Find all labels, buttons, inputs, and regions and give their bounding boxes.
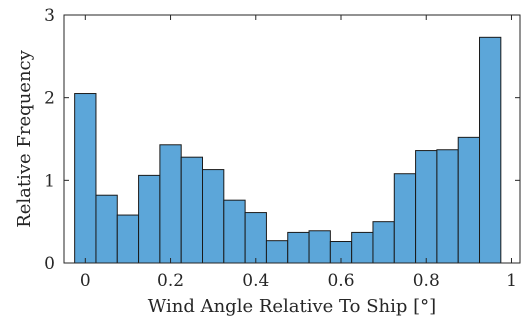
histogram-bar xyxy=(265,240,289,264)
x-tick-label: 0 xyxy=(80,271,91,291)
y-axis-label: Relative Frequency xyxy=(14,49,35,227)
histogram-bar xyxy=(223,199,246,264)
histogram-bar xyxy=(287,231,310,264)
histogram-bars xyxy=(74,36,502,264)
histogram-bar xyxy=(74,93,97,264)
histogram-bar xyxy=(351,231,374,264)
histogram-bar xyxy=(180,156,204,264)
histogram-bar xyxy=(202,169,225,264)
histogram-bar xyxy=(244,212,267,264)
x-tick-label: 0.4 xyxy=(242,271,269,291)
histogram-bar xyxy=(95,194,118,264)
histogram-bar xyxy=(116,214,140,264)
x-tick-label: 0.6 xyxy=(327,271,354,291)
y-tick-label: 2 xyxy=(44,89,55,109)
histogram-bar xyxy=(436,149,459,264)
histogram-bar xyxy=(479,36,502,264)
x-tick-label: 1 xyxy=(506,271,517,291)
histogram-bar xyxy=(138,174,161,264)
histogram-bar xyxy=(457,136,481,264)
histogram-bar xyxy=(308,230,331,264)
y-tick-label: 1 xyxy=(44,171,55,191)
y-tick-label: 0 xyxy=(44,254,55,274)
histogram-bar xyxy=(159,144,182,264)
y-tick-label: 3 xyxy=(44,6,55,26)
x-tick-label: 0.2 xyxy=(157,271,184,291)
histogram-bar xyxy=(393,173,417,264)
x-tick-label: 0.8 xyxy=(413,271,440,291)
tick-labels: 0 0.2 0.4 0.6 0.8 1 0 1 2 3 xyxy=(44,6,517,291)
axes-box xyxy=(63,14,521,264)
histogram-bar xyxy=(372,221,395,264)
histogram-bar xyxy=(415,150,438,264)
x-axis-label: Wind Angle Relative To Ship [°] xyxy=(148,296,436,317)
axis-ticks xyxy=(64,14,520,264)
